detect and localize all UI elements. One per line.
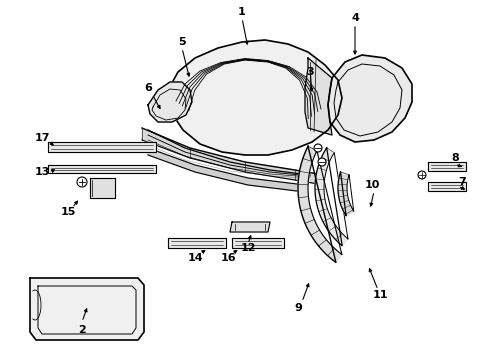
Polygon shape — [30, 278, 144, 340]
Polygon shape — [428, 182, 466, 191]
Circle shape — [77, 177, 87, 187]
Text: 4: 4 — [351, 13, 359, 23]
Polygon shape — [168, 238, 226, 248]
Polygon shape — [338, 172, 354, 216]
Polygon shape — [315, 148, 348, 246]
Text: 8: 8 — [451, 153, 459, 163]
Text: 1: 1 — [238, 7, 246, 17]
Text: 3: 3 — [306, 67, 314, 77]
Text: 7: 7 — [458, 177, 466, 187]
Text: 5: 5 — [178, 37, 186, 47]
Text: 17: 17 — [34, 133, 50, 143]
Text: 14: 14 — [187, 253, 203, 263]
Polygon shape — [232, 238, 284, 248]
Text: 10: 10 — [364, 180, 380, 190]
Text: 15: 15 — [60, 207, 75, 217]
Polygon shape — [48, 142, 156, 152]
Text: 13: 13 — [34, 167, 49, 177]
Text: 16: 16 — [220, 253, 236, 263]
Circle shape — [318, 158, 326, 166]
Circle shape — [418, 171, 426, 179]
Polygon shape — [148, 148, 305, 192]
Text: 11: 11 — [372, 290, 388, 300]
Text: 2: 2 — [78, 325, 86, 335]
Polygon shape — [230, 222, 270, 232]
Polygon shape — [428, 162, 466, 171]
Polygon shape — [167, 40, 342, 155]
Polygon shape — [298, 146, 342, 262]
Polygon shape — [305, 58, 332, 135]
Polygon shape — [328, 55, 412, 142]
Polygon shape — [142, 128, 318, 184]
Polygon shape — [48, 165, 156, 173]
Text: 12: 12 — [240, 243, 256, 253]
Polygon shape — [148, 82, 192, 122]
Text: 9: 9 — [294, 303, 302, 313]
Circle shape — [314, 144, 322, 152]
Text: 6: 6 — [144, 83, 152, 93]
Polygon shape — [90, 178, 115, 198]
